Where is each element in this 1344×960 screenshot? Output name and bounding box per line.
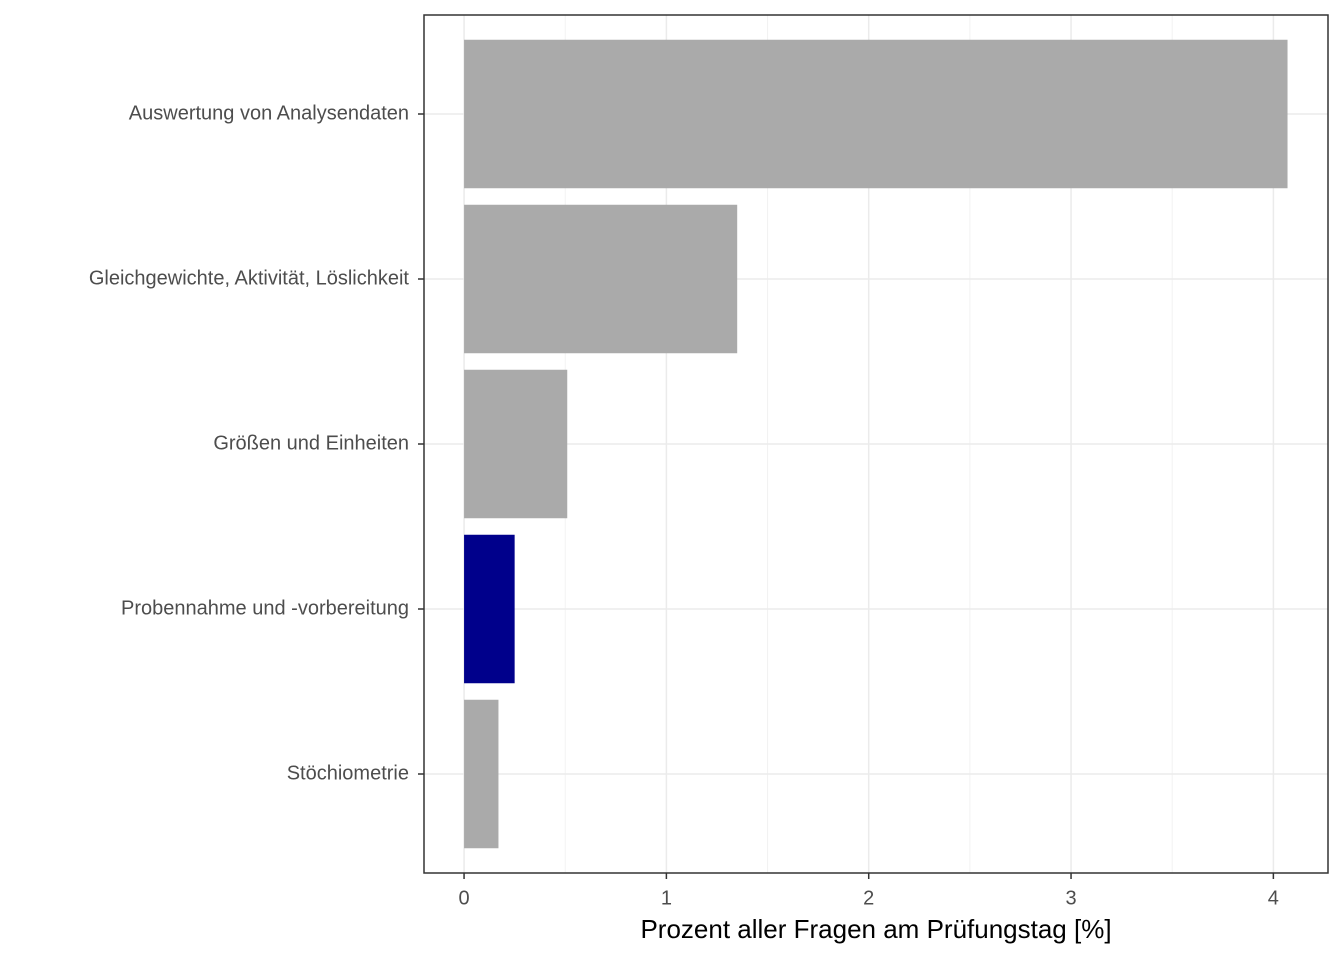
- x-tick-label: 0: [458, 887, 469, 909]
- y-tick-label: Auswertung von Analysendaten: [129, 102, 409, 124]
- bar: [464, 204, 738, 354]
- x-tick-label: 1: [661, 887, 672, 909]
- bar: [464, 369, 568, 519]
- bar: [464, 699, 499, 849]
- x-tick-label: 2: [863, 887, 874, 909]
- y-tick-label: Stöchiometrie: [287, 762, 409, 784]
- bar: [464, 39, 1288, 189]
- x-tick-label: 3: [1065, 887, 1076, 909]
- x-tick-label: 4: [1268, 887, 1279, 909]
- y-tick-label: Gleichgewichte, Aktivität, Löslichkeit: [89, 267, 410, 289]
- y-tick-label: Probennahme und -vorbereitung: [121, 597, 409, 619]
- bar: [464, 534, 515, 684]
- y-tick-label: Größen und Einheiten: [213, 432, 409, 454]
- x-axis-title: Prozent aller Fragen am Prüfungstag [%]: [640, 914, 1111, 944]
- plot-border: [423, 14, 1329, 874]
